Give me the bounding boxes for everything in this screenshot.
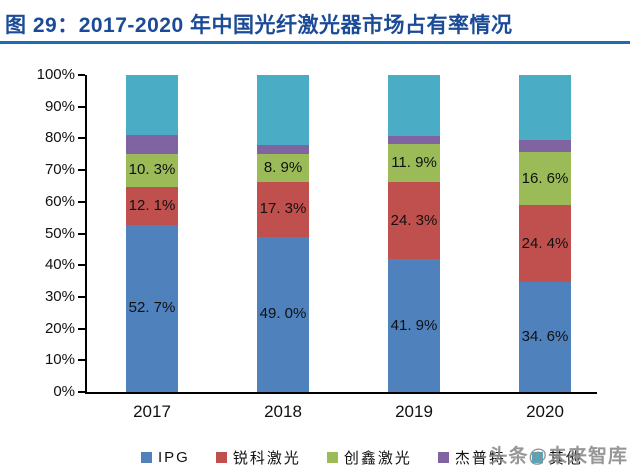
bar-segment-创鑫激光-2017 xyxy=(126,153,178,187)
segment-value-label: 11. 9% xyxy=(391,154,437,172)
legend-label: 创鑫激光 xyxy=(343,450,412,467)
bar-segment-创鑫激光-2019 xyxy=(388,144,440,183)
legend-swatch-icon xyxy=(215,452,227,463)
bar-segment-IPG-2018 xyxy=(257,236,309,392)
segment-value-label: 16. 6% xyxy=(521,169,569,187)
watermark: 头条@未来智库 xyxy=(488,446,628,467)
legend-swatch-icon xyxy=(531,452,543,463)
plot-area: 0% 10% 20% 30% 40% 50% 60% 70% 80% 90% 100% 52. 7% 1… xyxy=(37,66,597,421)
segment-value-label: 52. 7% xyxy=(128,299,176,317)
y-axis-tick xyxy=(78,264,85,267)
y-axis-tick-label: 10% xyxy=(44,351,75,369)
x-axis-label-2020: 2020 xyxy=(526,402,564,421)
y-axis-tick-label: 70% xyxy=(44,161,75,179)
y-axis-tick xyxy=(78,295,85,298)
y-axis-tick xyxy=(78,105,85,108)
legend-swatch-icon xyxy=(141,452,152,463)
x-axis-label-2017: 2017 xyxy=(133,402,171,421)
bar-segment-锐科激光-2020 xyxy=(519,204,571,283)
y-axis-tick xyxy=(78,232,85,235)
legend-label: IPG xyxy=(158,449,190,466)
legend-swatch-icon xyxy=(437,452,449,463)
bar-segment-IPG-2017 xyxy=(126,224,178,392)
segment-value-label: 8. 9% xyxy=(263,158,303,176)
y-axis-tick xyxy=(78,169,85,172)
y-axis-tick xyxy=(78,137,85,140)
y-axis-tick-label: 90% xyxy=(44,97,75,115)
bar-segment-IPG-2019 xyxy=(388,259,440,392)
y-axis-tick-label: 50% xyxy=(44,224,75,242)
bar-segment-杰普特-2017 xyxy=(126,134,178,154)
bar-segment-锐科激光-2018 xyxy=(257,181,309,237)
bar-segment-锐科激光-2019 xyxy=(388,182,440,260)
y-axis-tick-label: 30% xyxy=(44,287,75,305)
bar-segment-其他-2018 xyxy=(257,75,309,145)
y-axis-tick-label: 20% xyxy=(44,319,75,337)
segment-value-label: 41. 9% xyxy=(390,316,438,334)
x-axis-label-2018: 2018 xyxy=(264,402,302,421)
legend-item-IPG: IPG xyxy=(141,449,190,466)
bar-segment-杰普特-2020 xyxy=(519,140,571,153)
y-axis-tick-label: 60% xyxy=(44,192,75,210)
segment-value-label: 24. 3% xyxy=(390,211,438,229)
legend-label: 杰普特 xyxy=(454,450,506,467)
y-axis-tick xyxy=(78,359,85,362)
bar-segment-杰普特-2019 xyxy=(388,135,440,145)
bar-segment-其他-2020 xyxy=(519,75,571,140)
legend-item-创鑫激光: 创鑫激光 xyxy=(326,447,412,468)
legend-item-其他: 其他 xyxy=(531,447,583,468)
legend: IPG 锐科激光 创鑫激光 杰普特 其他 xyxy=(141,447,583,468)
y-axis-tick-label: 40% xyxy=(44,256,75,274)
legend-swatch-icon xyxy=(326,452,338,463)
y-axis-tick-label: 0% xyxy=(53,383,75,400)
chart-title: 图 29：2017-2020 年中国光纤激光器市场占有率情况 xyxy=(5,14,513,37)
bar-segment-其他-2017 xyxy=(126,75,178,135)
segment-value-label: 34. 6% xyxy=(521,328,569,346)
y-axis-tick xyxy=(78,327,85,330)
bar-segment-锐科激光-2017 xyxy=(126,186,178,225)
y-axis-tick xyxy=(78,200,85,203)
segment-value-label: 12. 1% xyxy=(128,196,176,214)
y-axis-tick-label: 80% xyxy=(44,129,75,147)
legend-label: 其他 xyxy=(548,450,583,467)
bar-segment-其他-2019 xyxy=(388,75,440,136)
bar-segment-杰普特-2018 xyxy=(257,144,309,154)
y-axis-tick-label: 100% xyxy=(36,66,75,83)
bar-segment-创鑫激光-2020 xyxy=(519,152,571,205)
bar-segment-创鑫激光-2018 xyxy=(257,153,309,182)
bar-segment-IPG-2020 xyxy=(519,282,571,392)
segment-value-label: 10. 3% xyxy=(128,161,176,179)
segment-value-label: 24. 4% xyxy=(521,234,569,252)
y-axis-tick xyxy=(78,391,85,393)
segment-value-label: 49. 0% xyxy=(259,305,307,323)
legend-item-锐科激光: 锐科激光 xyxy=(215,447,301,468)
legend-label: 锐科激光 xyxy=(232,450,301,467)
segment-value-label: 17. 3% xyxy=(259,200,307,218)
y-axis-tick xyxy=(78,74,85,76)
x-axis-label-2019: 2019 xyxy=(395,402,433,421)
legend-item-杰普特: 杰普特 xyxy=(437,447,506,468)
title-underline xyxy=(0,41,630,44)
